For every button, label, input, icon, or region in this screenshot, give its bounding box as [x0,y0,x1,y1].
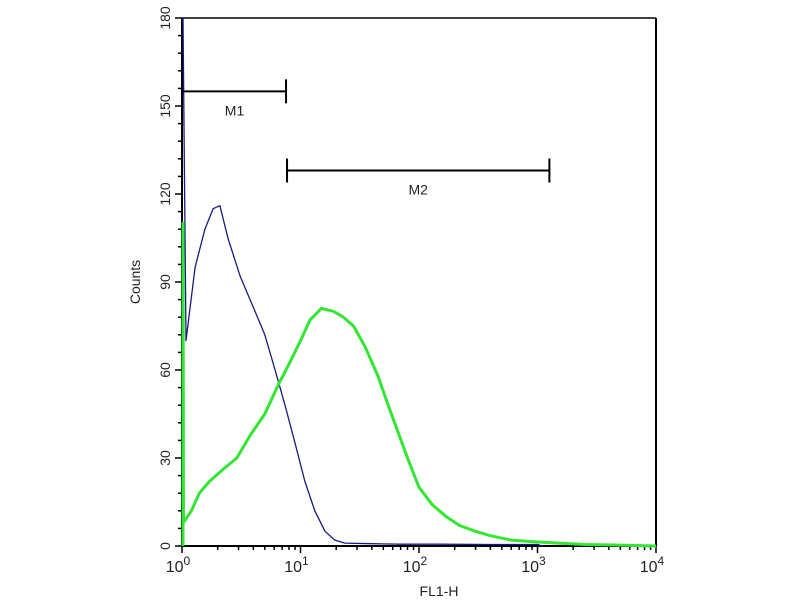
y-axis-label: Counts [127,260,143,304]
y-tick-label: 120 [157,182,173,206]
x-tick-exponent: 0 [184,554,191,568]
x-tick-exponent: 1 [302,554,309,568]
y-tick-label: 60 [157,362,173,378]
marker-label-M2: M2 [408,182,428,198]
x-tick-label: 104 [640,554,665,576]
x-axis-label: FL1-H [420,583,459,599]
x-tick-label: 102 [403,554,428,576]
x-tick-label: 103 [521,554,546,576]
y-tick-label: 30 [157,450,173,466]
y-tick-label: 90 [157,274,173,290]
marker-label-M1: M1 [225,102,245,118]
x-tick-exponent: 4 [658,554,665,568]
series-line-control [183,18,542,546]
series-line-antibody [183,223,656,546]
y-tick-label: 0 [157,542,173,550]
y-tick-label: 150 [157,94,173,118]
x-tick-label: 100 [166,554,191,576]
x-tick-exponent: 2 [421,554,428,568]
x-tick-label: 101 [284,554,309,576]
y-tick-label: 180 [157,6,173,30]
x-tick-exponent: 3 [539,554,546,568]
